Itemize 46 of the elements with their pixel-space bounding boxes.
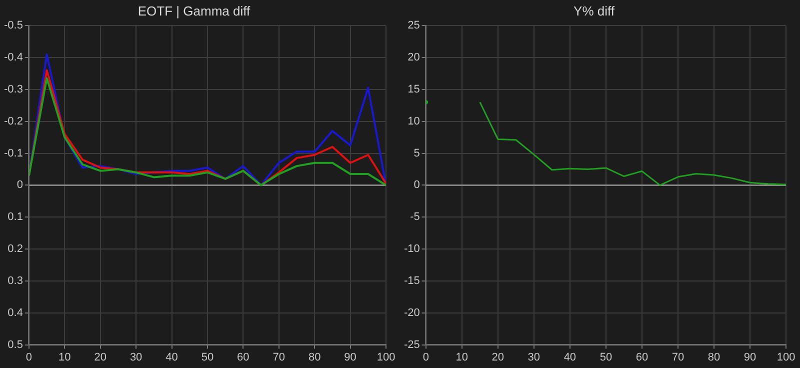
x-tick-label: 90 xyxy=(744,351,756,364)
x-tick-label: 70 xyxy=(272,351,286,364)
y-tick-label: -0.5 xyxy=(4,20,23,32)
x-tick-label: 60 xyxy=(237,351,250,364)
y-tick-label: 10 xyxy=(408,115,420,128)
chart-title: Y% diff xyxy=(574,3,615,18)
x-tick-label: 10 xyxy=(58,351,71,364)
x-tick-label: 80 xyxy=(308,351,321,364)
x-tick-label: 0 xyxy=(26,351,32,364)
y-tick-label: -0.3 xyxy=(4,83,23,96)
y-tick-label: -5 xyxy=(410,211,420,224)
y-tick-label: 5 xyxy=(414,147,420,160)
y-tick-label: 15 xyxy=(408,83,420,96)
y-tick-label: -0.1 xyxy=(4,147,23,160)
x-tick-label: 10 xyxy=(456,351,468,364)
x-tick-label: 40 xyxy=(166,351,178,364)
y-tick-label: -10 xyxy=(404,243,420,256)
x-tick-label: 100 xyxy=(776,351,796,364)
x-tick-label: 30 xyxy=(528,351,540,364)
y-tick-label: 0.2 xyxy=(8,243,23,256)
x-tick-label: 70 xyxy=(672,351,684,364)
y-tick-label: 0.5 xyxy=(8,338,23,351)
x-tick-label: 60 xyxy=(636,351,648,364)
x-tick-label: 20 xyxy=(492,351,504,364)
y-tick-label: 0.4 xyxy=(8,306,23,319)
y-tick-label: 0.3 xyxy=(8,274,23,287)
y-tick-label: -0.2 xyxy=(4,115,23,128)
x-tick-label: 100 xyxy=(376,351,396,364)
y-tick-label: -25 xyxy=(404,338,420,351)
x-tick-label: 20 xyxy=(94,351,106,364)
x-tick-label: 80 xyxy=(708,351,720,364)
y-tick-label: 0.1 xyxy=(8,211,23,224)
chart-title: EOTF | Gamma diff xyxy=(138,3,250,18)
x-tick-label: 30 xyxy=(130,351,142,364)
x-tick-label: 50 xyxy=(201,351,214,364)
y-tick-label: 0 xyxy=(414,179,420,192)
y-tick-label: -15 xyxy=(404,274,420,287)
y-tick-label: -20 xyxy=(404,306,420,319)
y-tick-label: 0 xyxy=(16,179,23,192)
y-tick-label: 20 xyxy=(408,52,420,64)
y-tick-label: -0.4 xyxy=(4,52,23,64)
x-tick-label: 40 xyxy=(564,351,576,364)
x-tick-label: 90 xyxy=(344,351,356,364)
x-tick-label: 50 xyxy=(600,351,612,364)
x-tick-label: 0 xyxy=(422,351,429,364)
y-tick-label: 25 xyxy=(408,20,420,32)
